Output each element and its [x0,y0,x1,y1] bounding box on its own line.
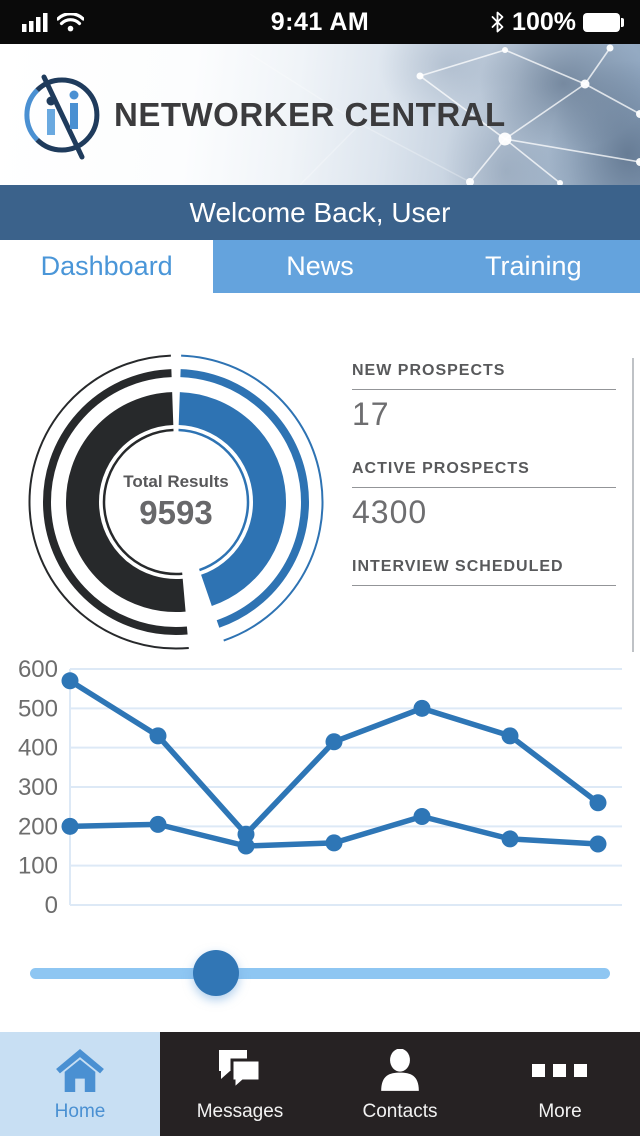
svg-text:0: 0 [45,892,58,919]
nav-label: Contacts [362,1101,438,1122]
signal-icon [22,12,48,32]
svg-text:100: 100 [18,853,58,880]
tab-bar: Dashboard News Training [0,240,640,293]
svg-text:600: 600 [18,656,58,683]
tab-dashboard[interactable]: Dashboard [0,240,214,293]
network-mesh-decoration [249,44,640,185]
stat-active-prospects: ACTIVE PROSPECTS 4300 [352,460,616,534]
stat-value: 4300 [352,494,428,530]
svg-text:200: 200 [18,813,58,840]
donut-rings [28,354,324,650]
total-results-label: Total Results [123,472,229,491]
more-icon [532,1048,588,1092]
svg-text:400: 400 [18,735,58,762]
battery-icon [583,12,624,32]
svg-text:500: 500 [18,695,58,722]
svg-text:300: 300 [18,774,58,801]
stat-divider [352,389,616,390]
nav-item-contacts[interactable]: Contacts [320,1032,480,1136]
stat-divider [352,487,616,488]
donut-center-text: Total Results 9593 [96,472,256,532]
status-right: 100% [490,0,624,44]
battery-percent: 100% [512,7,576,36]
stat-divider [352,585,616,586]
stat-value [352,592,616,632]
wifi-icon [57,12,84,31]
stat-label: NEW PROSPECTS [352,362,506,379]
total-results-value: 9593 [139,494,213,531]
networker-logo-icon [24,74,100,159]
slider-track[interactable] [30,968,610,979]
total-results-donut-chart [6,350,346,654]
nav-item-home[interactable]: Home [0,1032,160,1136]
stat-value: 17 [352,396,390,432]
nav-item-more[interactable]: More [480,1032,640,1136]
nav-label: More [538,1101,582,1122]
stats-scrollbar[interactable] [632,358,634,652]
app-name: NETWORKER CENTRAL [114,95,506,133]
app-header: NETWORKER CENTRAL [0,44,640,185]
app-logo: NETWORKER CENTRAL [22,44,506,185]
bluetooth-icon [491,11,504,33]
status-bar: 9:41 AM 100% [0,0,640,44]
contacts-icon [377,1048,423,1092]
slider-handle[interactable] [192,950,239,996]
stat-label: INTERVIEW SCHEDULED [352,558,564,575]
welcome-bar: Welcome Back, User [0,185,640,240]
tab-news[interactable]: News [213,240,427,293]
nav-label: Messages [196,1101,284,1122]
status-time: 9:41 AM [270,7,370,36]
welcome-title: Welcome Back, User [189,196,451,228]
tab-training[interactable]: Training [426,240,640,293]
prospects-line-chart: 600 500 400 300 200 100 0 [18,656,622,919]
nav-label: Home [54,1101,106,1122]
status-left [22,0,84,44]
bottom-navigation: Home Messages Contacts [0,1032,640,1136]
nav-item-messages[interactable]: Messages [160,1032,320,1136]
stat-interview-scheduled: INTERVIEW SCHEDULED [352,558,616,632]
home-icon [55,1048,105,1092]
chart-range-slider [0,938,640,1010]
stat-new-prospects: NEW PROSPECTS 17 [352,362,616,436]
messages-icon [215,1048,265,1092]
prospect-stats: NEW PROSPECTS 17 ACTIVE PROSPECTS 4300 I… [352,362,616,656]
stat-label: ACTIVE PROSPECTS [352,460,530,477]
